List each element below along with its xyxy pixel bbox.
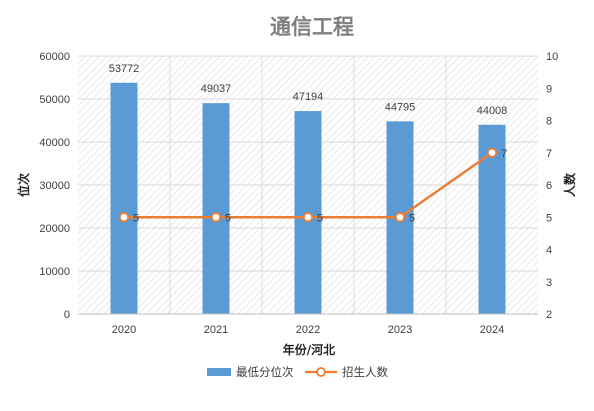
bar-value-label: 49037 [201, 83, 232, 95]
y-tick-label: 40000 [39, 137, 70, 149]
bar [202, 103, 230, 314]
y2-axis-title: 人数 [562, 172, 577, 197]
line-value-label: 5 [225, 212, 231, 224]
line-point [394, 212, 406, 223]
y2-tick-label: 6 [546, 180, 552, 192]
y2-tick-label: 7 [546, 148, 552, 160]
y-tick-label: 10000 [39, 266, 70, 278]
left-axis-ticks: 0 10000 20000 30000 40000 50000 60000 [39, 51, 70, 321]
x-tick-label: 2024 [480, 324, 504, 336]
y-tick-label: 50000 [39, 94, 70, 106]
x-tick-label: 2023 [388, 324, 412, 336]
right-axis-ticks: 2 3 4 5 6 7 8 9 10 [546, 51, 558, 321]
y-tick-label: 20000 [39, 223, 70, 235]
x-axis-title: 年份/河北 [283, 342, 335, 357]
line-point [210, 212, 222, 223]
bar-value-label: 47194 [293, 91, 324, 103]
y-axis-title: 位次 [16, 173, 31, 197]
x-tick-label: 2021 [204, 324, 228, 336]
x-axis-ticks: 2020 2021 2022 2023 2024 [112, 324, 504, 336]
legend-bar-label: 最低分位次 [236, 365, 294, 379]
line-point [302, 212, 314, 223]
bar [110, 82, 138, 315]
chart-title: 通信工程 [270, 15, 354, 39]
line-value-label: 5 [133, 212, 139, 224]
line-value-label: 5 [317, 212, 323, 224]
line-value-label: 7 [501, 148, 507, 160]
y2-tick-label: 10 [546, 51, 558, 63]
y-tick-label: 30000 [39, 180, 70, 192]
x-tick-label: 2022 [296, 324, 320, 336]
bar-value-label: 44008 [477, 105, 508, 117]
y2-tick-label: 9 [546, 83, 552, 95]
y2-tick-label: 5 [546, 212, 552, 224]
legend-bar-swatch [207, 368, 231, 376]
line-point [118, 212, 130, 223]
y2-tick-label: 4 [546, 245, 552, 257]
y2-tick-label: 3 [546, 277, 552, 289]
y2-tick-label: 8 [546, 116, 552, 128]
y-tick-label: 0 [64, 309, 70, 321]
line-series [118, 147, 498, 223]
data-labels: 53772 49037 47194 44795 44008 5 5 5 5 7 [109, 63, 508, 224]
bar-value-label: 44795 [385, 101, 416, 113]
x-tick-label: 2020 [112, 324, 136, 336]
y2-tick-label: 2 [546, 309, 552, 321]
legend: 最低分位次 招生人数 [207, 365, 388, 379]
legend-line-marker [316, 367, 326, 377]
line-value-label: 5 [409, 212, 415, 224]
line-point [486, 147, 498, 158]
legend-line-label: 招生人数 [342, 365, 388, 379]
bar-value-label: 53772 [109, 63, 140, 75]
y-tick-label: 60000 [39, 51, 70, 63]
